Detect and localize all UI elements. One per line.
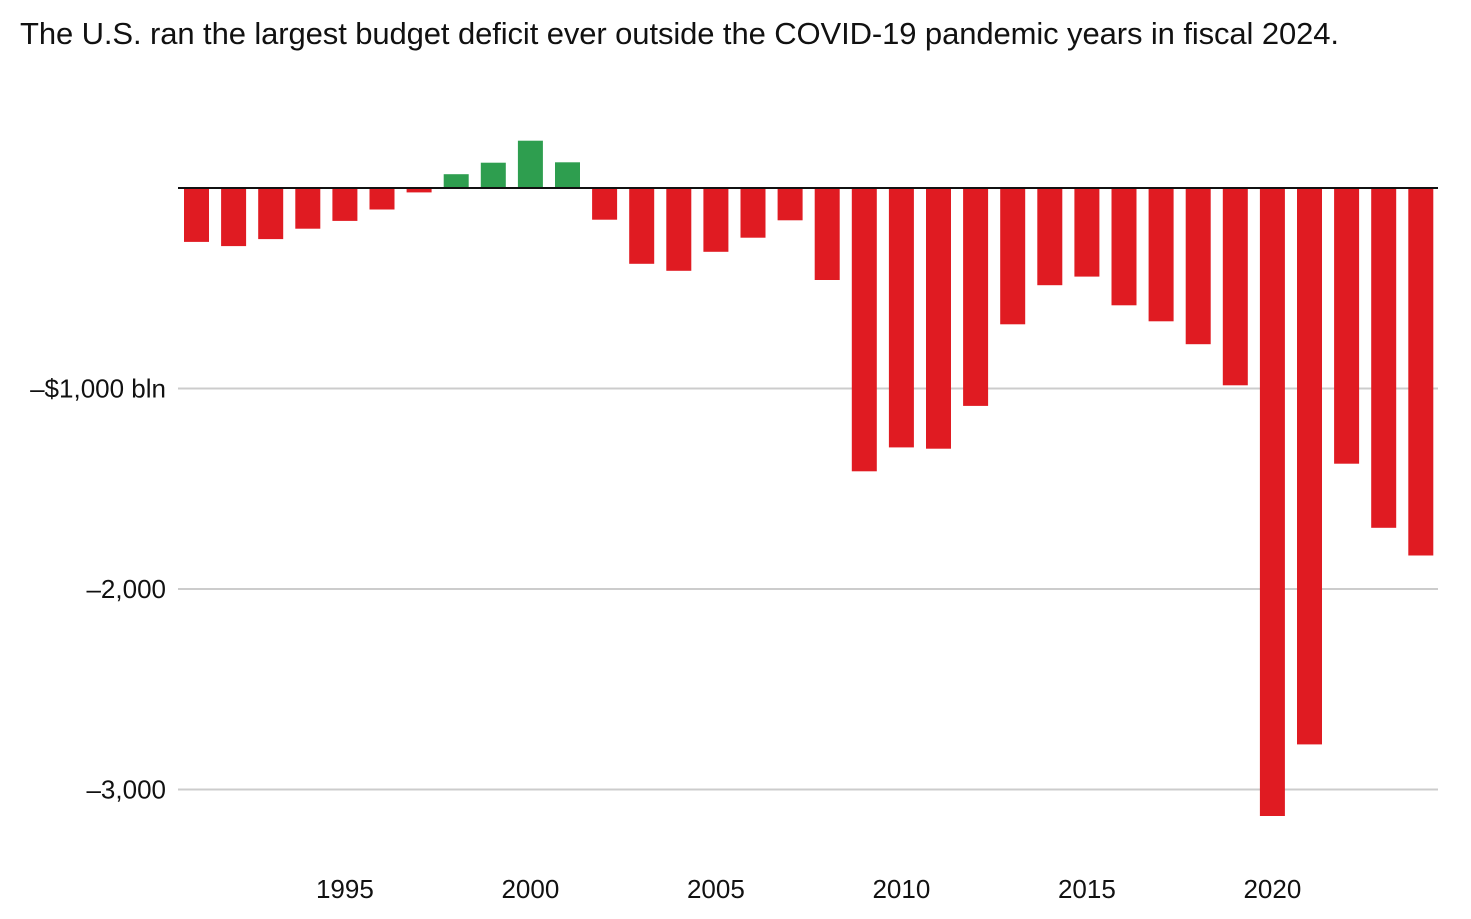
bar-series <box>184 140 1434 816</box>
x-tick-label: 2020 <box>1243 874 1301 904</box>
bar-2024 <box>1408 188 1434 556</box>
bar-2016 <box>1111 188 1137 306</box>
bar-2017 <box>1148 188 1174 322</box>
x-tick-label: 2015 <box>1058 874 1116 904</box>
gridlines <box>178 387 1438 791</box>
y-tick-label: –3,000 <box>86 775 166 805</box>
bar-2023 <box>1371 188 1397 528</box>
bar-1997 <box>406 188 432 193</box>
y-tick-label: –2,000 <box>86 574 166 604</box>
bar-1993 <box>258 188 284 240</box>
bar-2005 <box>703 188 729 252</box>
x-axis-labels: 1995 2000 2005 2010 2015 2020 <box>316 874 1301 904</box>
bar-1994 <box>295 188 321 229</box>
bar-2014 <box>1037 188 1063 286</box>
bar-2002 <box>592 188 618 220</box>
bar-2021 <box>1297 188 1322 745</box>
bar-2012 <box>963 188 989 406</box>
bar-2019 <box>1222 188 1248 386</box>
bar-2009 <box>851 188 877 472</box>
bar-2006 <box>740 188 766 238</box>
bar-1995 <box>332 188 358 221</box>
bar-1999 <box>480 162 506 188</box>
bar-2011 <box>926 188 951 449</box>
bar-2020 <box>1259 188 1285 816</box>
bar-2010 <box>888 188 914 448</box>
bar-2004 <box>666 188 692 271</box>
x-tick-label: 2000 <box>501 874 559 904</box>
bar-2007 <box>777 188 803 221</box>
bar-2022 <box>1334 188 1360 464</box>
x-tick-label: 1995 <box>316 874 374 904</box>
bar-1998 <box>443 174 469 188</box>
y-axis-labels: –$1,000 bln –2,000 –3,000 <box>30 374 166 805</box>
bar-2013 <box>1000 188 1026 325</box>
bar-2000 <box>517 140 543 188</box>
x-tick-label: 2005 <box>687 874 745 904</box>
x-tick-label: 2010 <box>872 874 930 904</box>
bar-1991 <box>184 188 209 242</box>
bar-2008 <box>814 188 840 280</box>
bar-2015 <box>1074 188 1100 277</box>
bar-2003 <box>629 188 655 264</box>
chart-title: The U.S. ran the largest budget deficit … <box>20 16 1339 51</box>
y-tick-label: –$1,000 bln <box>30 374 166 404</box>
bar-2018 <box>1185 188 1211 345</box>
bar-1992 <box>221 188 247 247</box>
bar-2001 <box>555 162 580 188</box>
bar-1996 <box>369 188 395 210</box>
